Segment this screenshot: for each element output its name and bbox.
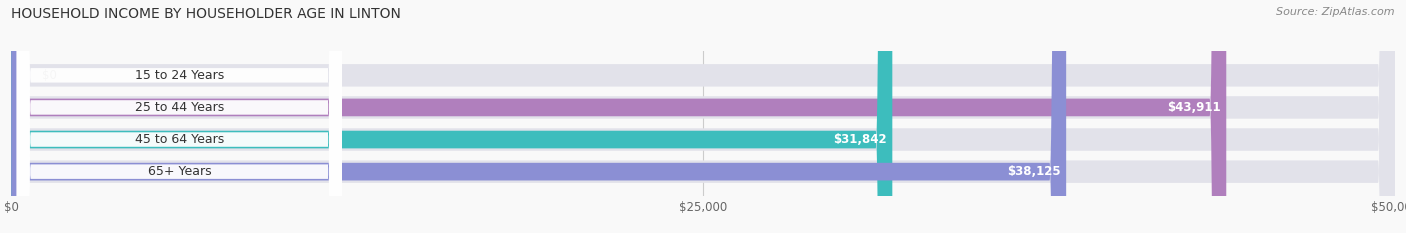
Text: 65+ Years: 65+ Years <box>148 165 211 178</box>
Text: HOUSEHOLD INCOME BY HOUSEHOLDER AGE IN LINTON: HOUSEHOLD INCOME BY HOUSEHOLDER AGE IN L… <box>11 7 401 21</box>
FancyBboxPatch shape <box>17 0 342 233</box>
FancyBboxPatch shape <box>11 0 28 233</box>
Text: $31,842: $31,842 <box>834 133 887 146</box>
Text: $0: $0 <box>42 69 56 82</box>
FancyBboxPatch shape <box>11 0 1395 233</box>
FancyBboxPatch shape <box>11 0 1395 233</box>
Text: 45 to 64 Years: 45 to 64 Years <box>135 133 224 146</box>
FancyBboxPatch shape <box>11 0 1395 233</box>
FancyBboxPatch shape <box>11 0 893 233</box>
FancyBboxPatch shape <box>17 0 342 233</box>
Text: 25 to 44 Years: 25 to 44 Years <box>135 101 224 114</box>
Text: $38,125: $38,125 <box>1007 165 1060 178</box>
FancyBboxPatch shape <box>17 0 342 233</box>
FancyBboxPatch shape <box>17 0 342 233</box>
FancyBboxPatch shape <box>11 0 1066 233</box>
FancyBboxPatch shape <box>11 0 1395 233</box>
FancyBboxPatch shape <box>11 0 1226 233</box>
Text: $43,911: $43,911 <box>1167 101 1220 114</box>
Text: Source: ZipAtlas.com: Source: ZipAtlas.com <box>1277 7 1395 17</box>
Text: 15 to 24 Years: 15 to 24 Years <box>135 69 224 82</box>
